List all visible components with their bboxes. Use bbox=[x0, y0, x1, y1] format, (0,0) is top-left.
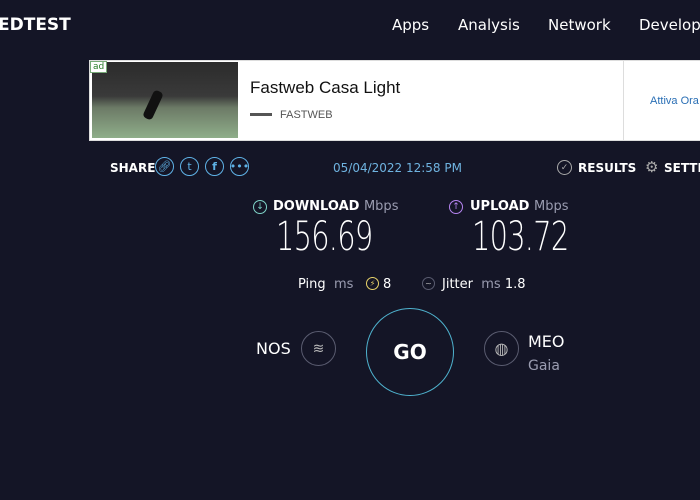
server-name[interactable]: MEO bbox=[528, 332, 565, 351]
runner-figure bbox=[142, 89, 164, 121]
ad-cta-link[interactable]: Attiva Ora bbox=[650, 95, 699, 107]
facebook-icon[interactable]: f bbox=[205, 157, 224, 176]
wifi-icon[interactable]: ≋ bbox=[301, 331, 336, 366]
result-date: 05/04/2022 12:58 PM bbox=[333, 161, 462, 175]
nav-developers[interactable]: Develop bbox=[639, 16, 700, 34]
server-location[interactable]: Gaia bbox=[528, 358, 560, 374]
gear-icon: ⚙ bbox=[645, 158, 659, 176]
divider bbox=[623, 61, 624, 140]
share-label: SHARE bbox=[110, 161, 156, 175]
ad-title[interactable]: Fastweb Casa Light bbox=[250, 78, 401, 97]
check-icon: ✓ bbox=[557, 160, 572, 175]
link-icon[interactable]: 🔗︎ bbox=[155, 157, 174, 176]
twitter-icon[interactable]: t bbox=[180, 157, 199, 176]
nav-apps[interactable]: Apps bbox=[392, 16, 430, 34]
nav-network[interactable]: Network bbox=[548, 16, 611, 34]
globe-icon[interactable]: ◍ bbox=[484, 331, 519, 366]
fastweb-logo-icon bbox=[250, 113, 272, 116]
nav-analysis[interactable]: Analysis bbox=[458, 16, 520, 34]
speedtest-logo[interactable]: EDTEST bbox=[0, 15, 71, 35]
upload-label: UPLOAD Mbps bbox=[470, 199, 569, 214]
ad-banner[interactable]: ad Fastweb Casa Light FASTWEB Attiva Ora bbox=[89, 60, 700, 141]
download-icon: ↓ bbox=[253, 200, 267, 214]
go-button[interactable]: GO bbox=[366, 308, 454, 396]
upload-icon: ↑ bbox=[449, 200, 463, 214]
jitter-label: Jitter ms 1.8 bbox=[442, 277, 526, 292]
settings-button[interactable]: SETTINGS bbox=[664, 161, 700, 175]
upload-value: 103.72 bbox=[472, 214, 569, 260]
ad-image bbox=[92, 62, 238, 138]
download-value: 156.69 bbox=[276, 214, 373, 260]
isp-name: NOS bbox=[256, 339, 291, 358]
ping-value: 8 bbox=[383, 277, 392, 292]
download-label: DOWNLOAD Mbps bbox=[273, 199, 399, 214]
ping-icon: ⚡ bbox=[366, 277, 379, 290]
more-icon[interactable]: ••• bbox=[230, 157, 249, 176]
results-button[interactable]: RESULTS bbox=[578, 161, 637, 175]
ad-brand: FASTWEB bbox=[280, 109, 333, 121]
jitter-icon: ~ bbox=[422, 277, 435, 290]
ping-label: Ping ms bbox=[298, 277, 354, 292]
ad-tag: ad bbox=[90, 61, 108, 73]
